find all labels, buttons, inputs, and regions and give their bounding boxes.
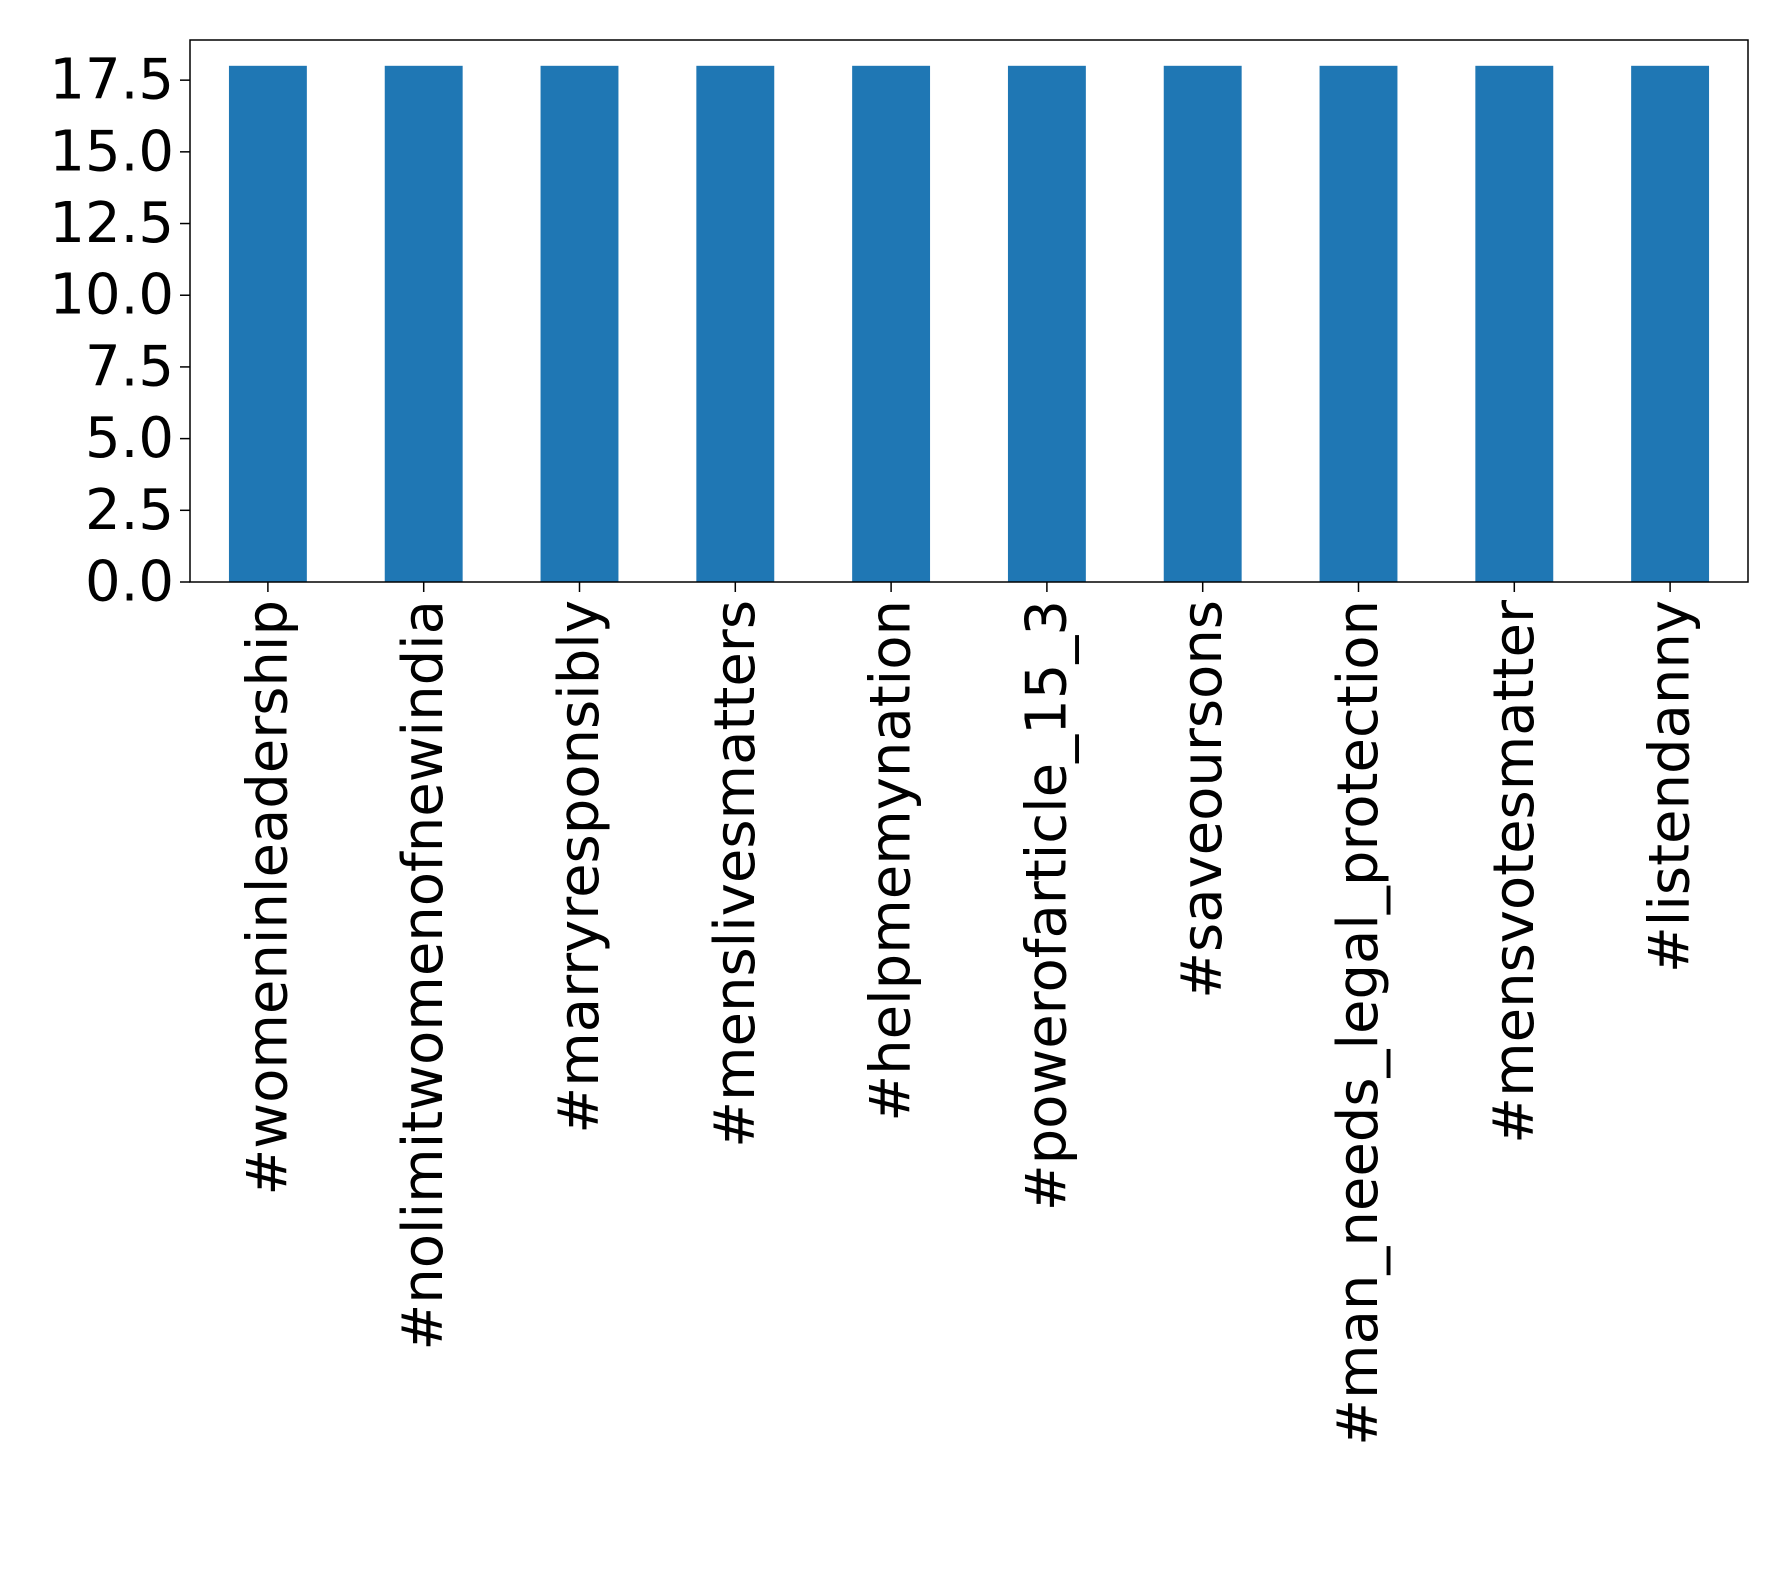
- x-tick-label: #menslivesmatters: [703, 600, 768, 1148]
- x-tick-label: #mensvotesmatter: [1482, 599, 1547, 1144]
- bar-4: [852, 65, 931, 583]
- x-tick-label: #helpmemynation: [859, 600, 924, 1122]
- bar-8: [1475, 65, 1554, 583]
- y-tick-label: 7.5: [85, 334, 174, 399]
- y-tick-label: 10.0: [49, 263, 174, 328]
- bar-9: [1631, 65, 1710, 583]
- x-axis: #womeninleadership #nolimitwomenofnewindi…: [235, 582, 1703, 1446]
- x-tick-label: #saveoursons: [1170, 600, 1235, 999]
- y-tick-label: 5.0: [85, 406, 174, 471]
- x-tick-label: #powerofarticle_15_3: [1014, 600, 1079, 1211]
- x-tick-label: #nolimitwomenofnewindia: [391, 600, 456, 1351]
- x-tick-label: #marryresponsibly: [547, 600, 612, 1134]
- bar-7: [1319, 65, 1398, 583]
- x-tick-label: #man_needs_legal_protection: [1326, 600, 1391, 1446]
- y-tick-label: 12.5: [49, 191, 174, 256]
- plot-frame: [189, 39, 1749, 583]
- bars-group: [228, 65, 1710, 583]
- bar-3: [696, 65, 775, 583]
- x-tick-label: #womeninleadership: [235, 600, 300, 1196]
- bar-0: [228, 65, 307, 583]
- y-tick-label: 15.0: [49, 119, 174, 184]
- y-axis: 0.0 2.5 5.0 7.510.0 12.5 15.017.5: [49, 48, 190, 615]
- bar-5: [1007, 65, 1086, 583]
- x-tick-label: #listendanny: [1638, 600, 1703, 973]
- y-tick-label: 0.0: [85, 550, 174, 615]
- bar-6: [1163, 65, 1242, 583]
- y-tick-label: 2.5: [85, 478, 174, 543]
- y-tick-label: 17.5: [49, 48, 174, 113]
- bar-2: [540, 65, 619, 583]
- bar-1: [384, 65, 463, 583]
